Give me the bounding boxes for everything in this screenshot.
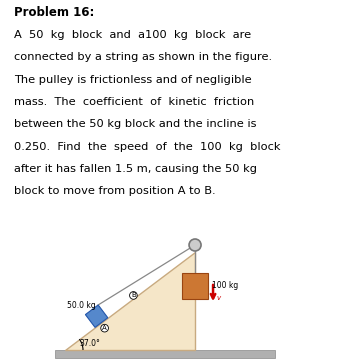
- Text: Problem 16:: Problem 16:: [14, 7, 94, 19]
- Text: v: v: [216, 295, 220, 301]
- Text: 37.0°: 37.0°: [79, 339, 100, 348]
- Text: The pulley is frictionless and of negligible: The pulley is frictionless and of neglig…: [14, 75, 252, 84]
- Text: 50.0 kg: 50.0 kg: [66, 301, 95, 310]
- Text: B: B: [131, 292, 136, 298]
- Circle shape: [189, 239, 201, 251]
- Text: 0.250.  Find  the  speed  of  the  100  kg  block: 0.250. Find the speed of the 100 kg bloc…: [14, 142, 280, 152]
- Text: block to move from position A to B.: block to move from position A to B.: [14, 186, 216, 196]
- Text: A: A: [102, 325, 107, 331]
- Bar: [182, 273, 208, 299]
- Text: A  50  kg  block  and  a100  kg  block  are: A 50 kg block and a100 kg block are: [14, 30, 251, 40]
- Bar: [55, 350, 275, 358]
- Text: mass.  The  coefficient  of  kinetic  friction: mass. The coefficient of kinetic frictio…: [14, 97, 254, 107]
- Text: connected by a string as shown in the figure.: connected by a string as shown in the fi…: [14, 52, 272, 62]
- Polygon shape: [65, 252, 195, 350]
- Polygon shape: [85, 305, 108, 327]
- Text: 100 kg: 100 kg: [212, 281, 238, 290]
- Text: between the 50 kg block and the incline is: between the 50 kg block and the incline …: [14, 119, 257, 129]
- Text: after it has fallen 1.5 m, causing the 50 kg: after it has fallen 1.5 m, causing the 5…: [14, 164, 257, 174]
